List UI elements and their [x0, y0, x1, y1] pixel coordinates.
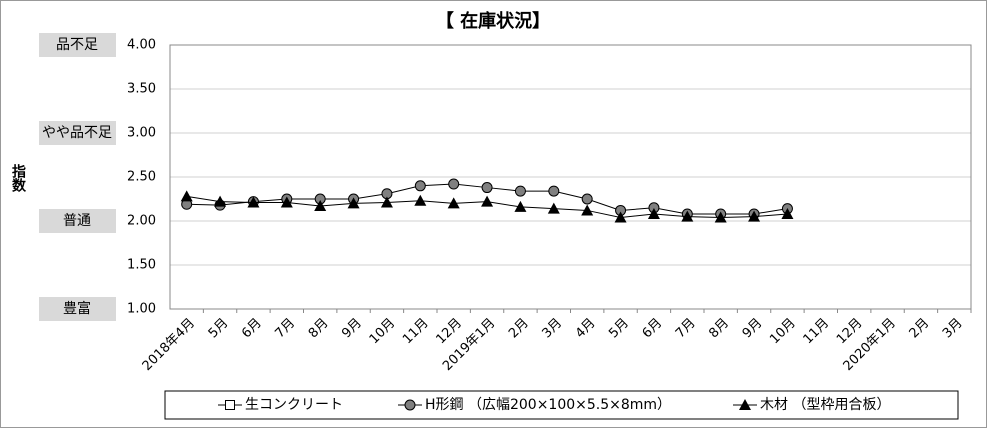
point	[414, 180, 426, 192]
point	[514, 185, 526, 197]
point	[581, 204, 594, 216]
y-tick-label: 1.50	[127, 258, 156, 273]
chart-title: 【 在庫状況】	[436, 10, 550, 32]
legend-label: 木材 （型枠用合板）	[760, 397, 890, 413]
point	[614, 211, 627, 223]
level-box	[39, 297, 116, 321]
y-axis-title: 指数	[10, 163, 26, 193]
y-tick-label: 2.00	[127, 214, 156, 229]
point	[481, 195, 494, 207]
point	[314, 200, 327, 212]
point	[180, 190, 193, 202]
legend-marker	[404, 399, 416, 411]
level-label: 品不足	[56, 37, 98, 53]
point	[748, 210, 761, 222]
point	[414, 194, 427, 206]
y-tick-label: 4.00	[127, 38, 156, 53]
legend-marker	[739, 399, 751, 410]
level-box	[39, 121, 116, 145]
point	[380, 196, 393, 208]
legend-box	[164, 390, 959, 420]
point	[514, 200, 527, 212]
level-box	[39, 209, 116, 233]
point	[714, 211, 727, 223]
level-label: やや品不足	[42, 125, 112, 141]
point	[681, 210, 694, 222]
point	[247, 196, 260, 208]
point	[280, 196, 293, 208]
point	[481, 182, 493, 194]
point	[214, 195, 227, 207]
level-label: 豊富	[63, 300, 91, 317]
point	[781, 207, 794, 219]
legend-label: 生コンクリート	[245, 397, 343, 413]
point	[581, 193, 593, 205]
point	[447, 197, 460, 209]
level-box	[39, 33, 116, 57]
level-label: 普通	[63, 213, 91, 229]
y-tick-label: 1.00	[127, 302, 156, 317]
point	[548, 185, 560, 197]
point	[347, 197, 360, 209]
y-tick-label: 3.00	[127, 126, 156, 141]
y-tick-label: 2.50	[127, 170, 156, 185]
point	[448, 178, 460, 190]
point	[547, 202, 560, 214]
point	[647, 207, 660, 219]
legend-marker	[225, 400, 235, 410]
y-tick-label: 3.50	[127, 82, 156, 97]
legend-label: H形鋼 （広幅200×100×5.5×8mm）	[425, 397, 671, 413]
